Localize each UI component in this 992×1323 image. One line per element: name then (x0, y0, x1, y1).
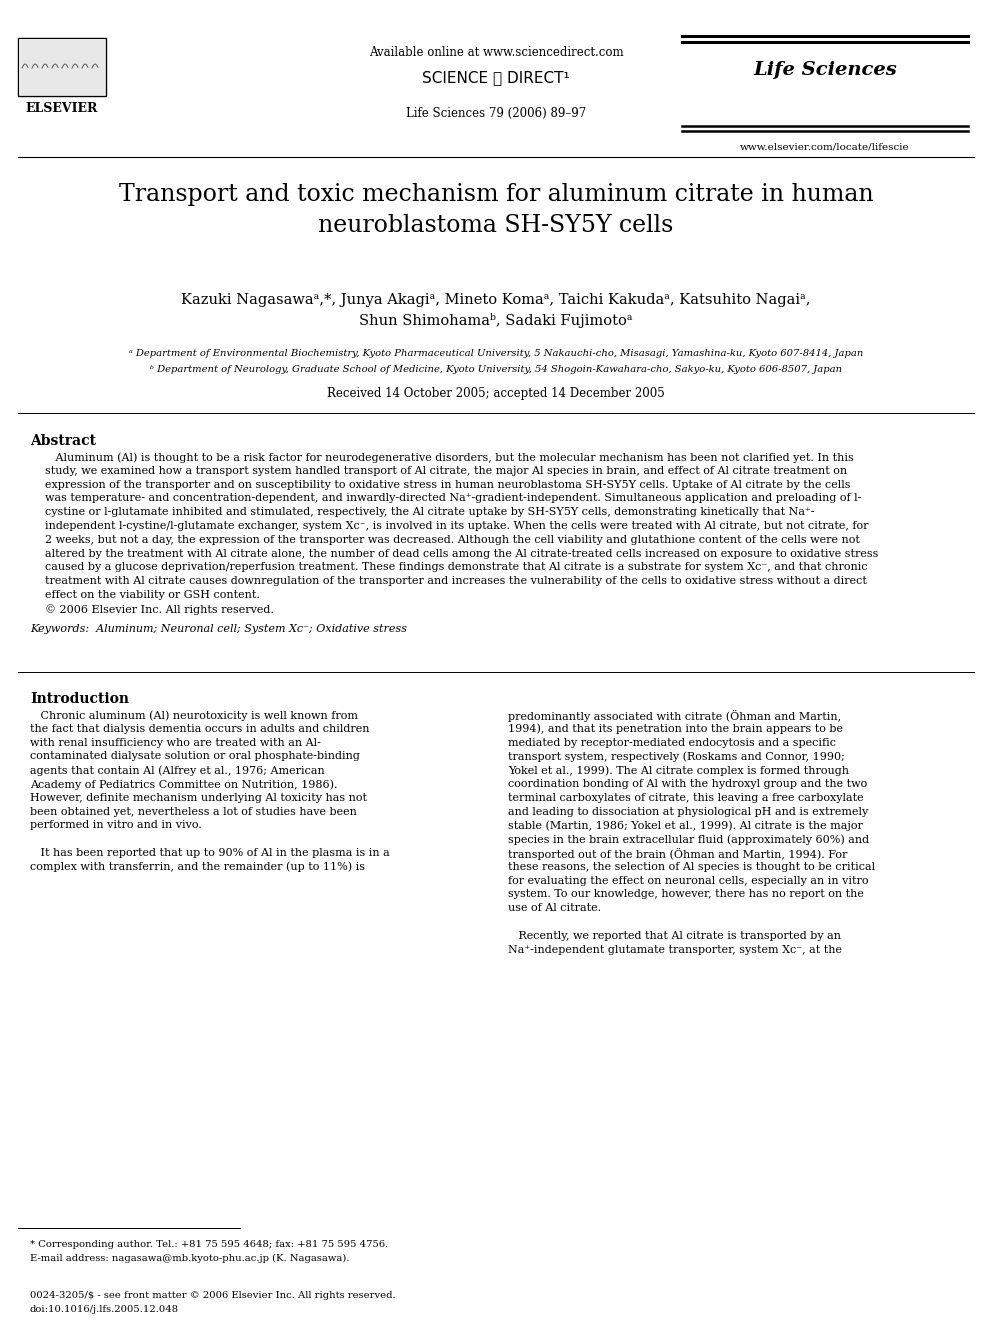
Text: ELSEVIER: ELSEVIER (26, 102, 98, 115)
Text: www.elsevier.com/locate/lifescie: www.elsevier.com/locate/lifescie (740, 143, 910, 152)
Bar (19, 38, 105, 95)
Text: these reasons, the selection of Al species is thought to be critical: these reasons, the selection of Al speci… (508, 861, 875, 872)
Text: species in the brain extracellular fluid (approximately 60%) and: species in the brain extracellular fluid… (508, 835, 869, 845)
Text: with renal insufficiency who are treated with an Al-: with renal insufficiency who are treated… (30, 738, 320, 747)
Bar (18, 38, 106, 97)
Text: independent l-cystine/l-glutamate exchanger, system Xc⁻, is involved in its upta: independent l-cystine/l-glutamate exchan… (45, 521, 869, 531)
Text: complex with transferrin, and the remainder (up to 11%) is: complex with transferrin, and the remain… (30, 861, 365, 872)
Text: Recently, we reported that Al citrate is transported by an: Recently, we reported that Al citrate is… (508, 931, 841, 941)
Text: Yokel et al., 1999). The Al citrate complex is formed through: Yokel et al., 1999). The Al citrate comp… (508, 765, 849, 775)
Text: coordination bonding of Al with the hydroxyl group and the two: coordination bonding of Al with the hydr… (508, 779, 867, 789)
Text: Kazuki Nagasawaᵃ,*, Junya Akagiᵃ, Mineto Komaᵃ, Taichi Kakudaᵃ, Katsuhito Nagaiᵃ: Kazuki Nagasawaᵃ,*, Junya Akagiᵃ, Mineto… (182, 292, 810, 307)
Text: Keywords:  Aluminum; Neuronal cell; System Xc⁻; Oxidative stress: Keywords: Aluminum; Neuronal cell; Syste… (30, 623, 407, 634)
Text: SCIENCE ⓓ DIRECT¹: SCIENCE ⓓ DIRECT¹ (423, 70, 569, 86)
Text: E-mail address: nagasawa@mb.kyoto-phu.ac.jp (K. Nagasawa).: E-mail address: nagasawa@mb.kyoto-phu.ac… (30, 1254, 349, 1263)
Text: agents that contain Al (Alfrey et al., 1976; American: agents that contain Al (Alfrey et al., 1… (30, 765, 324, 775)
Text: expression of the transporter and on susceptibility to oxidative stress in human: expression of the transporter and on sus… (45, 480, 850, 490)
Text: Life Sciences: Life Sciences (753, 61, 897, 79)
Text: cystine or l-glutamate inhibited and stimulated, respectively, the Al citrate up: cystine or l-glutamate inhibited and sti… (45, 507, 814, 517)
Text: been obtained yet, nevertheless a lot of studies have been: been obtained yet, nevertheless a lot of… (30, 807, 357, 816)
Text: doi:10.1016/j.lfs.2005.12.048: doi:10.1016/j.lfs.2005.12.048 (30, 1304, 180, 1314)
Text: Transport and toxic mechanism for aluminum citrate in human
neuroblastoma SH-SY5: Transport and toxic mechanism for alumin… (119, 184, 873, 237)
Text: for evaluating the effect on neuronal cells, especially an in vitro: for evaluating the effect on neuronal ce… (508, 876, 869, 885)
Text: ᵃ Department of Environmental Biochemistry, Kyoto Pharmaceutical University, 5 N: ᵃ Department of Environmental Biochemist… (129, 348, 863, 357)
Text: Available online at www.sciencedirect.com: Available online at www.sciencedirect.co… (369, 45, 623, 58)
Text: effect on the viability or GSH content.: effect on the viability or GSH content. (45, 590, 260, 601)
Text: Aluminum (Al) is thought to be a risk factor for neurodegenerative disorders, bu: Aluminum (Al) is thought to be a risk fa… (45, 452, 854, 463)
Text: 0024-3205/$ - see front matter © 2006 Elsevier Inc. All rights reserved.: 0024-3205/$ - see front matter © 2006 El… (30, 1291, 396, 1301)
Text: stable (Martin, 1986; Yokel et al., 1999). Al citrate is the major: stable (Martin, 1986; Yokel et al., 1999… (508, 820, 863, 831)
Text: 2 weeks, but not a day, the expression of the transporter was decreased. Althoug: 2 weeks, but not a day, the expression o… (45, 534, 860, 545)
Text: and leading to dissociation at physiological pH and is extremely: and leading to dissociation at physiolog… (508, 807, 868, 816)
Text: Life Sciences 79 (2006) 89–97: Life Sciences 79 (2006) 89–97 (406, 106, 586, 119)
Text: use of Al citrate.: use of Al citrate. (508, 904, 601, 913)
Text: Abstract: Abstract (30, 434, 96, 448)
Text: Chronic aluminum (Al) neurotoxicity is well known from: Chronic aluminum (Al) neurotoxicity is w… (30, 710, 358, 721)
Text: 1994), and that its penetration into the brain appears to be: 1994), and that its penetration into the… (508, 724, 843, 734)
Text: system. To our knowledge, however, there has no report on the: system. To our knowledge, however, there… (508, 889, 864, 900)
Text: transported out of the brain (Öhman and Martin, 1994). For: transported out of the brain (Öhman and … (508, 848, 847, 860)
Text: © 2006 Elsevier Inc. All rights reserved.: © 2006 Elsevier Inc. All rights reserved… (45, 603, 274, 615)
Text: the fact that dialysis dementia occurs in adults and children: the fact that dialysis dementia occurs i… (30, 724, 369, 734)
Text: treatment with Al citrate causes downregulation of the transporter and increases: treatment with Al citrate causes downreg… (45, 577, 867, 586)
Text: Academy of Pediatrics Committee on Nutrition, 1986).: Academy of Pediatrics Committee on Nutri… (30, 779, 337, 790)
Text: It has been reported that up to 90% of Al in the plasma is in a: It has been reported that up to 90% of A… (30, 848, 390, 859)
Text: contaminated dialysate solution or oral phosphate-binding: contaminated dialysate solution or oral … (30, 751, 360, 762)
Text: However, definite mechanism underlying Al toxicity has not: However, definite mechanism underlying A… (30, 792, 367, 803)
Text: ᵇ Department of Neurology, Graduate School of Medicine, Kyoto University, 54 Sho: ᵇ Department of Neurology, Graduate Scho… (150, 365, 842, 373)
Text: * Corresponding author. Tel.: +81 75 595 4648; fax: +81 75 595 4756.: * Corresponding author. Tel.: +81 75 595… (30, 1240, 388, 1249)
Text: predominantly associated with citrate (Öhman and Martin,: predominantly associated with citrate (Ö… (508, 710, 841, 722)
Text: Introduction: Introduction (30, 692, 129, 706)
Text: Na⁺-independent glutamate transporter, system Xc⁻, at the: Na⁺-independent glutamate transporter, s… (508, 945, 842, 955)
Text: study, we examined how a transport system handled transport of Al citrate, the m: study, we examined how a transport syste… (45, 466, 847, 476)
Text: Shun Shimohamaᵇ, Sadaki Fujimotoᵃ: Shun Shimohamaᵇ, Sadaki Fujimotoᵃ (359, 312, 633, 328)
Text: caused by a glucose deprivation/reperfusion treatment. These findings demonstrat: caused by a glucose deprivation/reperfus… (45, 562, 868, 573)
Text: was temperature- and concentration-dependent, and inwardly-directed Na⁺-gradient: was temperature- and concentration-depen… (45, 493, 861, 503)
Text: mediated by receptor-mediated endocytosis and a specific: mediated by receptor-mediated endocytosi… (508, 738, 836, 747)
Text: altered by the treatment with Al citrate alone, the number of dead cells among t: altered by the treatment with Al citrate… (45, 549, 878, 558)
Text: Received 14 October 2005; accepted 14 December 2005: Received 14 October 2005; accepted 14 De… (327, 386, 665, 400)
Text: performed in vitro and in vivo.: performed in vitro and in vivo. (30, 820, 201, 831)
Text: transport system, respectively (Roskams and Connor, 1990;: transport system, respectively (Roskams … (508, 751, 845, 762)
Text: terminal carboxylates of citrate, this leaving a free carboxylate: terminal carboxylates of citrate, this l… (508, 792, 864, 803)
